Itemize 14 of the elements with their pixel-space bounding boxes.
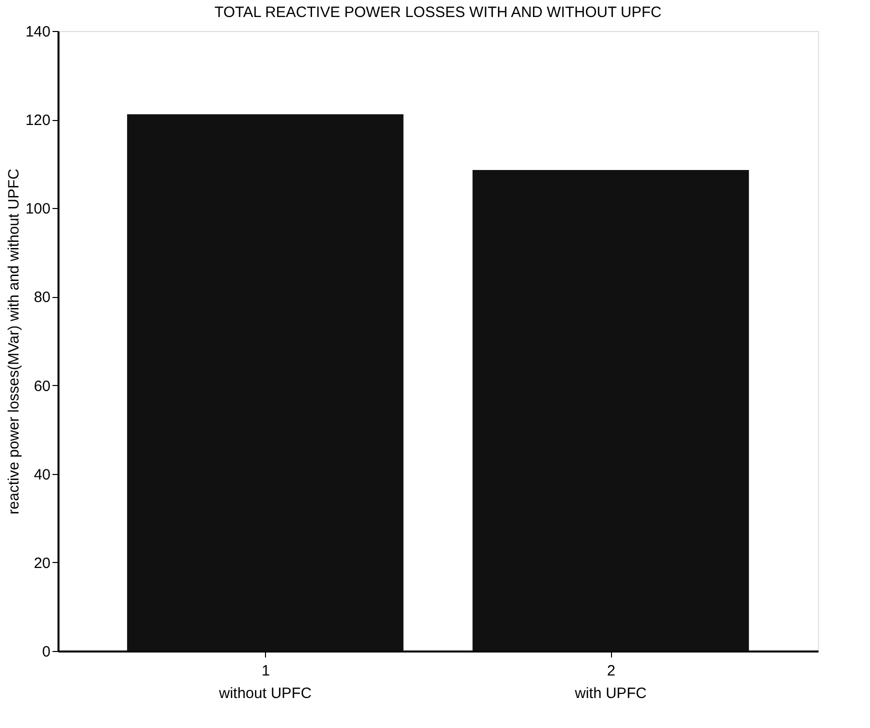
x-tick-label: 1 (262, 662, 270, 680)
y-tick-label: 140 (25, 24, 50, 40)
x-tick-label: 2 (607, 662, 616, 680)
y-tick-label: 40 (34, 466, 50, 484)
y-tick-label: 80 (34, 289, 50, 306)
y-tick-label: 120 (25, 112, 50, 130)
y-tick-label: 20 (34, 554, 50, 572)
y-axis-title: reactive power losses(MVar) with and without UPFC (5, 168, 22, 514)
y-tick-label: 0 (42, 644, 50, 660)
chart-title: TOTAL REACTIVE POWER LOSSES WITH AND WITHOUT UPFC (214, 4, 662, 21)
text: with UPFC (574, 685, 647, 702)
y-tick-label: 60 (34, 378, 50, 395)
y-tick-label: 100 (25, 200, 50, 218)
text: without UPFC (218, 685, 312, 702)
